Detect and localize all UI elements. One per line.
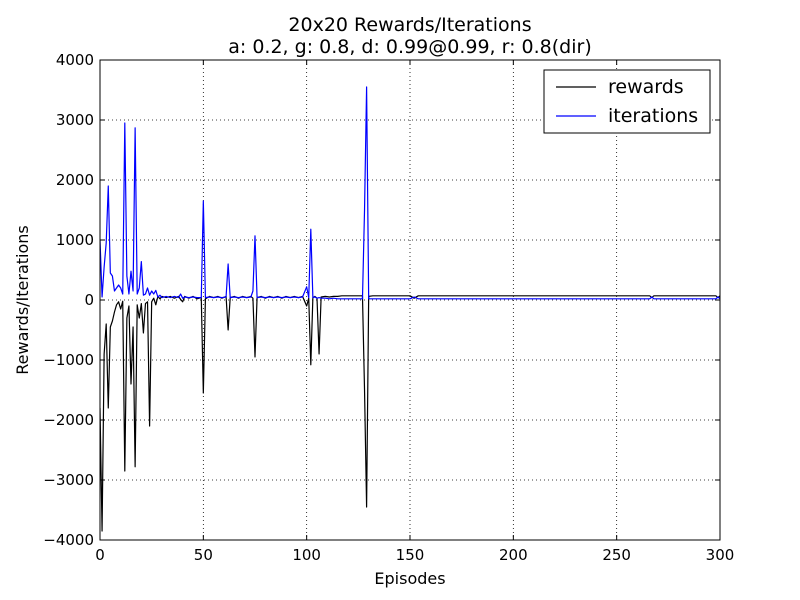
x-axis-label: Episodes	[374, 569, 445, 588]
legend-label-iterations: iterations	[608, 105, 698, 127]
y-tick-label: −1000	[43, 351, 94, 369]
x-tick-label: 200	[499, 546, 528, 564]
legend-box	[543, 69, 711, 134]
y-tick-label: −4000	[43, 531, 94, 549]
x-tick-label: 150	[396, 546, 425, 564]
series-line-iterations	[100, 86, 720, 300]
x-tick-label: 50	[194, 546, 213, 564]
legend-label-rewards: rewards	[608, 76, 684, 98]
y-axis-label: Rewards/Iterations	[13, 225, 32, 375]
y-tick-label: 0	[84, 291, 94, 309]
x-tick-label: 0	[95, 546, 105, 564]
y-tick-label: 1000	[56, 231, 94, 249]
x-tick-label: 100	[292, 546, 321, 564]
x-tick-label: 300	[706, 546, 735, 564]
axis-ticks: 0 50 100 150 200 250 300 −4000 −3000 −2000 −1000 0 1…	[43, 51, 734, 564]
y-tick-label: 4000	[56, 51, 94, 69]
y-tick-label: 2000	[56, 171, 94, 189]
legend: rewards iterations	[543, 69, 711, 134]
series-lines	[100, 86, 720, 532]
chart-subtitle: a: 0.2, g: 0.8, d: 0.99@0.99, r: 0.8(dir…	[228, 36, 591, 58]
chart-title: 20x20 Rewards/Iterations	[288, 14, 531, 36]
x-tick-label: 250	[602, 546, 631, 564]
y-tick-label: −2000	[43, 411, 94, 429]
y-tick-label: −3000	[43, 471, 94, 489]
y-tick-label: 3000	[56, 111, 94, 129]
